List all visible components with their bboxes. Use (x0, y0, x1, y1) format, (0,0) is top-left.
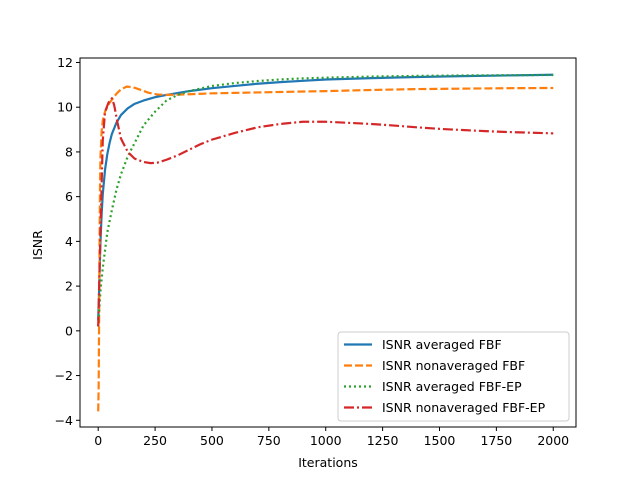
series-line-4 (97, 97, 554, 327)
y-axis-label: ISNR (30, 230, 45, 260)
series-line-1 (97, 73, 554, 320)
x-tick-label: 1250 (367, 433, 399, 448)
y-tick-label: 12 (57, 55, 73, 70)
y-tick-label: 0 (65, 323, 73, 338)
x-tick-label: 2000 (537, 433, 569, 448)
y-axis: −4 −2 0 2 4 6 8 10 12 (55, 55, 80, 428)
x-tick-label: 1750 (480, 433, 512, 448)
series-line-2 (97, 85, 554, 412)
x-axis: 0 250 500 750 1000 1250 1500 1750 2000 (94, 427, 569, 448)
legend-box (337, 331, 570, 422)
legend: ISNR averaged FBF ISNR nonaveraged FBF ISN… (337, 331, 570, 422)
y-tick-label: 4 (65, 234, 73, 249)
legend-label-2: ISNR nonaveraged FBF (382, 358, 525, 373)
plot-frame (79, 57, 577, 428)
legend-label-3: ISNR averaged FBF-EP (382, 379, 522, 394)
x-tick-label: 0 (94, 433, 102, 448)
x-tick-label: 250 (143, 433, 167, 448)
x-tick-label: 500 (200, 433, 224, 448)
y-tick-label: 10 (57, 100, 73, 115)
plot-lines (97, 73, 554, 412)
y-tick-label: −4 (55, 413, 73, 428)
x-tick-label: 750 (257, 433, 281, 448)
legend-label-1: ISNR averaged FBF (382, 337, 502, 352)
y-tick-label: −2 (55, 368, 73, 383)
y-tick-label: 8 (65, 144, 73, 159)
legend-label-4: ISNR nonaveraged FBF-EP (382, 400, 546, 415)
x-tick-label: 1500 (424, 433, 456, 448)
y-tick-label: 6 (65, 189, 73, 204)
x-axis-label: Iterations (298, 455, 358, 470)
y-tick-label: 2 (65, 279, 73, 294)
x-tick-label: 1000 (310, 433, 342, 448)
